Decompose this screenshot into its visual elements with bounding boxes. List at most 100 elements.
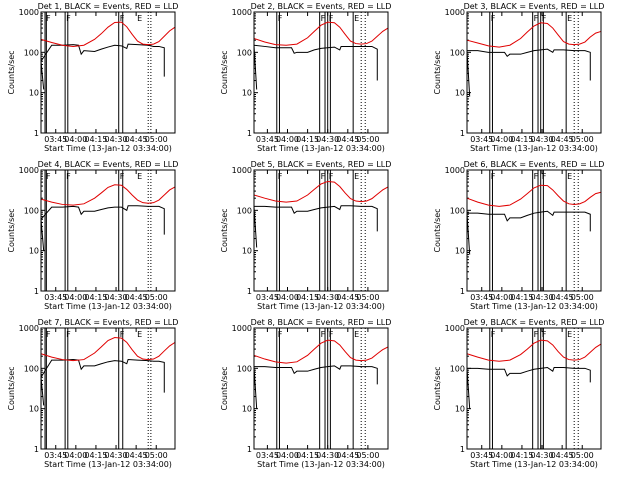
panel-2-marker-letter: F (278, 14, 283, 23)
panel-2-frame (253, 11, 389, 134)
panel-6-ytick-label: 10 (455, 247, 465, 256)
panel-6: Det 6, BLACK = Events, RED = LLD Counts/s… (433, 160, 604, 311)
panel-7-events-series (40, 359, 165, 406)
panel-3-lld-series (466, 22, 602, 48)
panel-3-marker-letter: F (534, 14, 539, 23)
panel-2-marker-letter: E (354, 14, 359, 23)
panel-5-marker-letter: E (354, 172, 359, 181)
panel-8-marker-letter: F (278, 330, 283, 339)
panel-3-ytick-label: 100 (450, 48, 465, 57)
panel-7-xlabel: Start Time (13-Jan-12 03:34:00) (44, 460, 172, 469)
panel-6-ytick-label: 1 (460, 287, 465, 296)
panel-7-xtick-label: 05:00 (145, 451, 168, 460)
panel-8-frame (253, 327, 389, 450)
panel-3-xlabel: Start Time (13-Jan-12 03:34:00) (470, 144, 598, 153)
panel-2-xtick-label: 05:00 (356, 135, 379, 144)
panel-3-ytick-label: 1 (460, 129, 465, 138)
panel-5-ylabel: Counts/sec (220, 208, 229, 252)
panel-7-ytick-label: 1000 (19, 324, 39, 333)
panel-8-ytick-label: 100 (237, 364, 252, 373)
panel-5-ytick-label: 100 (237, 206, 252, 215)
panel-8-marker-letter: F (321, 330, 326, 339)
panel-9-marker-letter: F (542, 330, 547, 339)
panel-5-xtick-label: 05:00 (356, 293, 379, 302)
panel-3-ytick-label: 1000 (445, 8, 465, 17)
panel-5-marker-letter: F (321, 172, 326, 181)
panel-3-ytick-label: 10 (455, 89, 465, 98)
panel-1-xtick-label: 05:00 (145, 135, 168, 144)
panel-8-xtick-label: 04:15 (296, 451, 319, 460)
panel-7-marker-letter: F (66, 330, 71, 339)
panel-5-ytick-label: 10 (242, 247, 252, 256)
panel-7-xtick-label: 04:00 (64, 451, 87, 460)
panel-9-marker-letter: F (534, 330, 539, 339)
panel-3-title: Det 3, BLACK = Events, RED = LLD (464, 2, 605, 11)
panel-4-frame (40, 169, 176, 292)
panel-9-xtick-label: 04:30 (531, 451, 554, 460)
panel-6-marker-letter: F (542, 172, 547, 181)
panel-5-xtick-label: 03:45 (256, 293, 279, 302)
panel-6-ytick-label: 1000 (445, 166, 465, 175)
panel-8-ytick-label: 1000 (232, 324, 252, 333)
panel-3-xtick-label: 04:45 (551, 135, 574, 144)
panel-9-title: Det 9, BLACK = Events, RED = LLD (464, 318, 605, 327)
panel-8-marker-letter: F (329, 330, 334, 339)
panel-4-marker-letter: E (137, 172, 142, 181)
panel-5-xlabel: Start Time (13-Jan-12 03:34:00) (257, 302, 385, 311)
panel-1-xtick-label: 03:45 (44, 135, 67, 144)
panel-1-frame (40, 11, 176, 134)
panel-4-title: Det 4, BLACK = Events, RED = LLD (38, 160, 179, 169)
panel-5-marker-letter: F (329, 172, 334, 181)
panel-1-xtick-label: 04:30 (105, 135, 128, 144)
panel-1-events-series (40, 43, 165, 90)
panel-6-xtick-label: 04:15 (510, 293, 533, 302)
panel-7-ytick-label: 100 (24, 364, 39, 373)
panel-7-xtick-label: 04:15 (84, 451, 107, 460)
panel-9-lld-series (466, 339, 602, 362)
panel-4-ytick-label: 10 (29, 247, 39, 256)
panel-3-ylabel: Counts/sec (433, 50, 442, 94)
panel-8-lld-series (253, 339, 389, 364)
panel-1-ytick-label: 1000 (19, 8, 39, 17)
panel-1-marker-letter: F (46, 14, 51, 23)
panel-7-marker-letter: E (137, 330, 142, 339)
panel-8-xtick-label: 04:45 (336, 451, 359, 460)
panel-3-frame (466, 11, 602, 134)
panel-5-frame (253, 169, 389, 292)
panel-7-frame (40, 327, 176, 450)
panel-8-xtick-label: 04:30 (316, 451, 339, 460)
panel-9-frame (466, 327, 602, 450)
panel-1-marker-letter: F (66, 14, 71, 23)
panel-6-marker-letter: F (534, 172, 539, 181)
panel-2-lld-series (253, 21, 389, 46)
panel-8-xlabel: Start Time (13-Jan-12 03:34:00) (257, 460, 385, 469)
panel-1-marker-letter: F (120, 14, 125, 23)
panel-6-xtick-label: 04:45 (551, 293, 574, 302)
panel-4-xtick-label: 04:45 (125, 293, 148, 302)
panel-8-xtick-label: 04:00 (276, 451, 299, 460)
panel-7-xtick-label: 03:45 (44, 451, 67, 460)
panel-2-ylabel: Counts/sec (220, 50, 229, 94)
panel-1: Det 1, BLACK = Events, RED = LLD Counts/s… (7, 2, 178, 153)
panel-9: Det 9, BLACK = Events, RED = LLD Counts/s… (433, 318, 604, 469)
panel-9-xtick-label: 03:45 (470, 451, 493, 460)
panel-9-marker-letter: E (567, 330, 572, 339)
panel-9-ylabel: Counts/sec (433, 366, 442, 410)
panel-9-marker-letter: F (491, 330, 496, 339)
panel-5-lld-series (253, 180, 389, 203)
panel-7-xtick-label: 04:45 (125, 451, 148, 460)
panel-4-ytick-label: 1 (34, 287, 39, 296)
panel-6-xtick-label: 03:45 (470, 293, 493, 302)
panel-1-xtick-label: 04:00 (64, 135, 87, 144)
panel-6-marker-letter: E (567, 172, 572, 181)
panel-9-xlabel: Start Time (13-Jan-12 03:34:00) (470, 460, 598, 469)
panel-9-xtick-label: 04:15 (510, 451, 533, 460)
panel-4-events-series (40, 205, 165, 251)
panel-8-ytick-label: 10 (242, 405, 252, 414)
panel-9-xtick-label: 04:00 (490, 451, 513, 460)
panel-6-ytick-label: 100 (450, 206, 465, 215)
panel-3-xtick-label: 04:00 (490, 135, 513, 144)
panel-5-xtick-label: 04:30 (316, 293, 339, 302)
panel-3-xtick-label: 04:30 (531, 135, 554, 144)
panel-9-ytick-label: 100 (450, 364, 465, 373)
